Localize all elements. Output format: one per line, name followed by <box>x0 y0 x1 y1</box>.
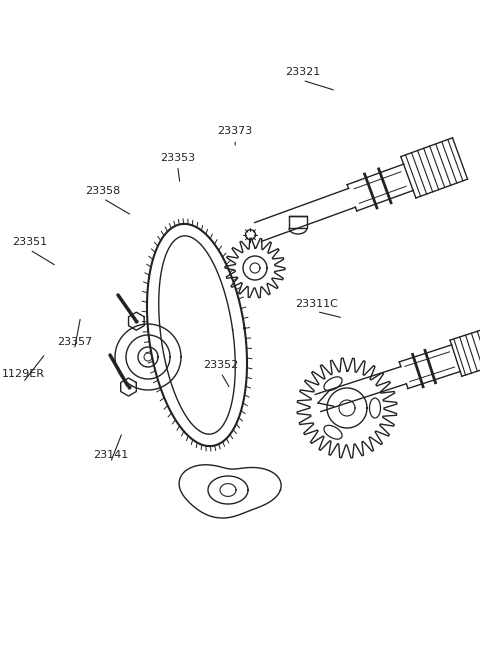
Text: 23141: 23141 <box>93 449 128 460</box>
Text: 23311C: 23311C <box>295 298 338 309</box>
Text: 23352: 23352 <box>203 359 239 370</box>
Text: 23358: 23358 <box>85 185 121 196</box>
Bar <box>289 216 307 228</box>
Text: 23373: 23373 <box>217 126 253 137</box>
Text: 1129ER: 1129ER <box>1 369 45 380</box>
Text: 23351: 23351 <box>12 237 48 247</box>
Text: 23321: 23321 <box>285 67 320 78</box>
Text: 23357: 23357 <box>57 336 92 347</box>
Text: 23353: 23353 <box>160 152 195 163</box>
